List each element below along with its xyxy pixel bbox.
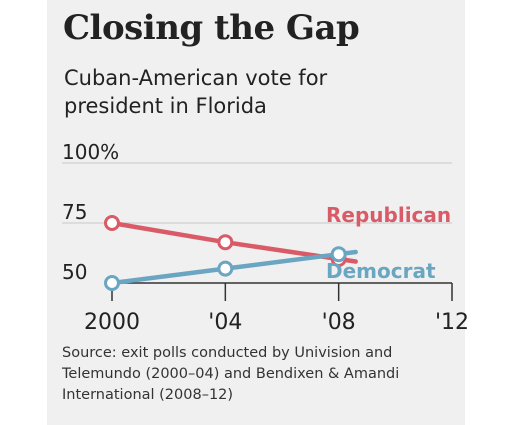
x-tick-label: 2000 [84,310,140,335]
series-line-republican [109,220,358,264]
tick-labels: 100% 75 50 2000 '04 '08 '12 [62,140,469,335]
data-point [104,215,120,231]
y-tick-label: 75 [62,200,87,224]
axes [111,282,453,301]
source-note: Source: exit polls conducted by Univisio… [62,345,400,403]
y-tick-label: 100% [62,140,119,164]
series-label-republican: Republican [326,203,451,227]
data-point [217,234,234,251]
chart-card [47,0,465,425]
gridlines [62,162,452,224]
data-point [104,275,120,291]
series-lines [109,220,358,286]
x-tick-label: '04 [208,310,242,335]
chart-subtitle: Cuban-American vote for president in Flo… [64,66,328,118]
series-points [104,215,347,291]
data-point [330,246,347,263]
y-tick-label: 50 [62,260,87,284]
x-tick-label: '08 [322,310,356,335]
series-label-democrat: Democrat [326,259,436,283]
series-line-democrat [109,249,358,286]
data-point [217,260,234,277]
x-tick-label: '12 [435,310,469,335]
chart-title: Closing the Gap [63,8,360,48]
series-labels: Republican Democrat [326,203,451,283]
